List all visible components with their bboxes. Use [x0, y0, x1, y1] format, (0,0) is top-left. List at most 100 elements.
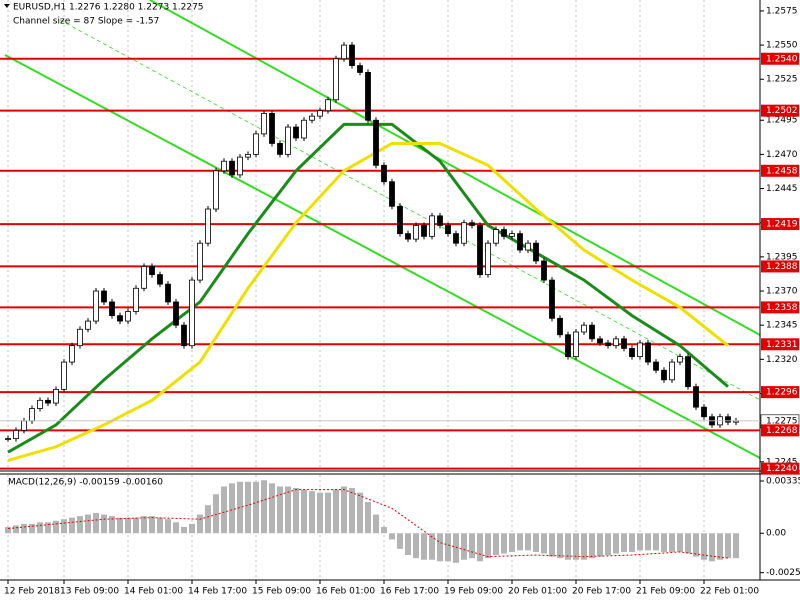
x-tick-label: 19 Feb 09:00 — [444, 587, 503, 597]
candle — [701, 406, 707, 418]
macd-bar — [341, 486, 347, 534]
candle — [485, 242, 491, 276]
macd-bar — [413, 533, 419, 559]
macd-bar — [445, 533, 451, 562]
level-label-bg — [761, 462, 799, 475]
macd-bar — [277, 486, 283, 534]
candle — [253, 133, 259, 155]
level-label: 1.2540 — [766, 54, 798, 64]
y-tick-label: 0.00335 — [766, 477, 800, 487]
y-tick-label: 1.2550 — [766, 41, 798, 51]
candle — [165, 283, 171, 303]
candle — [629, 348, 635, 357]
macd-bar — [77, 516, 83, 534]
candle — [309, 115, 315, 121]
macd-title: MACD(12,26,9) -0.00159 -0.00160 — [8, 478, 163, 488]
candle — [429, 215, 435, 237]
candle — [677, 356, 683, 363]
macd-bar — [117, 517, 123, 534]
level-label-bg — [761, 260, 799, 273]
macd-bar — [69, 517, 75, 534]
candle — [5, 438, 11, 440]
candle — [477, 225, 483, 276]
x-tick-label: 13 Feb 09:00 — [60, 587, 119, 597]
macd-bar — [85, 514, 91, 534]
macd-bar — [165, 519, 171, 534]
candle — [285, 126, 291, 155]
macd-bar — [677, 533, 683, 552]
candle — [605, 342, 611, 347]
candle — [29, 408, 35, 422]
candle — [173, 301, 179, 326]
macd-bar — [517, 533, 523, 551]
macd-bar — [317, 492, 323, 534]
candle — [77, 328, 83, 347]
macd-bar — [693, 533, 699, 557]
macd-bar — [133, 517, 139, 534]
level-label: 1.2331 — [766, 340, 798, 350]
macd-bar — [533, 533, 539, 552]
macd-bar — [669, 533, 675, 552]
candle — [141, 266, 147, 289]
candle — [533, 242, 539, 262]
candle — [509, 233, 515, 237]
macd-bar — [229, 483, 235, 534]
macd-bar — [429, 533, 435, 560]
macd-bar — [541, 533, 547, 554]
macd-bar — [613, 533, 619, 554]
macd-bar — [645, 533, 651, 551]
candle — [325, 99, 331, 112]
x-tick-label: 16 Feb 17:00 — [380, 587, 439, 597]
macd-bar — [205, 505, 211, 534]
candle — [661, 369, 667, 381]
level-label-bg — [761, 164, 799, 177]
x-tick-label: 21 Feb 09:00 — [636, 587, 695, 597]
candle — [101, 290, 107, 303]
macd-bar — [509, 533, 515, 552]
y-tick-label: 1.2470 — [766, 150, 798, 160]
macd-bar — [653, 533, 659, 551]
macd-bar — [421, 533, 427, 560]
candle — [197, 242, 203, 281]
candle — [589, 324, 595, 340]
level-label: 1.2358 — [766, 303, 798, 313]
candle — [85, 320, 91, 330]
candle — [621, 338, 627, 349]
macd-bar — [477, 533, 483, 562]
level-label-bg — [761, 338, 799, 351]
macd-bar — [173, 522, 179, 534]
macd-bar — [269, 483, 275, 534]
macd-bar — [253, 481, 259, 534]
candle — [613, 338, 619, 347]
macd-bar — [725, 533, 731, 559]
candle — [405, 233, 411, 240]
y-tick-label: 1.2395 — [766, 252, 798, 262]
candle — [221, 160, 227, 172]
candle — [437, 215, 443, 226]
macd-bar — [549, 533, 555, 557]
moving-average — [7, 141, 729, 462]
macd-bar — [437, 533, 443, 562]
y-tick-label: 1.2445 — [766, 184, 798, 194]
macd-bar — [661, 533, 667, 552]
x-tick-label: 15 Feb 09:00 — [252, 587, 311, 597]
macd-bar — [13, 525, 19, 534]
candle — [501, 229, 507, 237]
candle — [333, 58, 339, 101]
x-tick-label: 16 Feb 01:00 — [316, 587, 375, 597]
candle — [93, 290, 99, 322]
macd-bar — [157, 517, 163, 534]
level-label: 1.2458 — [766, 166, 798, 176]
macd-bar — [629, 533, 635, 552]
menu-arrow[interactable] — [4, 4, 10, 8]
macd-bar — [501, 533, 507, 554]
macd-bar — [621, 533, 627, 552]
channel-lower — [4, 54, 761, 459]
candle — [725, 416, 731, 423]
y-tick-label: 1.2495 — [766, 116, 798, 126]
candle — [21, 420, 27, 431]
candle — [669, 361, 675, 381]
candle — [149, 266, 155, 276]
